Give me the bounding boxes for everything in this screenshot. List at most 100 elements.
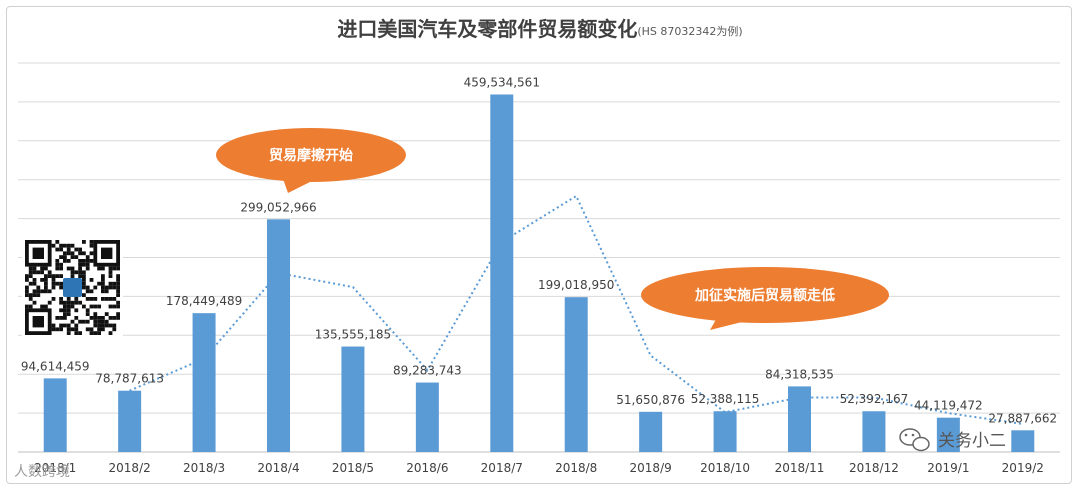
qr-module (66, 331, 71, 335)
callout-bubble (216, 128, 406, 182)
qr-module (85, 297, 90, 301)
qr-module (78, 270, 82, 275)
qr-module (66, 251, 71, 256)
qr-module (97, 323, 101, 328)
qr-module (51, 274, 56, 278)
data-label-2019/2: 27,887,662 (988, 411, 1057, 425)
x-tick-2018/12: 2018/12 (849, 461, 899, 475)
qr-module (101, 266, 105, 271)
qr-module (32, 270, 37, 275)
wechat-watermark: 关务小二 (899, 428, 1006, 452)
qr-module (116, 285, 120, 290)
qr-module (51, 323, 56, 328)
qr-module (44, 304, 48, 309)
qr-module (93, 312, 98, 316)
qr-module (59, 316, 63, 320)
bar-2018/7 (490, 94, 514, 452)
qr-finder-core (101, 247, 113, 259)
qr-module (108, 270, 113, 275)
qr-module (108, 304, 113, 309)
qr-module (59, 285, 63, 290)
qr-module (97, 327, 101, 332)
qr-module (85, 255, 90, 259)
qr-module (63, 300, 67, 305)
qr-module (74, 255, 79, 259)
qr-module (116, 312, 120, 316)
qr-module (112, 285, 117, 290)
x-tick-2018/5: 2018/5 (332, 461, 374, 475)
qr-module (70, 300, 75, 305)
qr-module (36, 270, 41, 275)
qr-module (89, 251, 94, 256)
qr-module (28, 270, 33, 275)
qr-module (51, 278, 56, 282)
data-label-2019/1: 44,119,472 (914, 399, 983, 413)
qr-module (101, 297, 105, 301)
qr-module (32, 289, 37, 294)
qr-module (104, 285, 109, 290)
qr-module (82, 304, 86, 309)
callout-text: 加征实施后贸易额走低 (694, 287, 835, 304)
qr-module (93, 297, 98, 301)
qr-module (36, 293, 41, 297)
qr-module (89, 240, 94, 244)
qr-module (51, 297, 56, 301)
data-label-2018/1: 94,614,459 (21, 359, 90, 373)
qr-module (40, 289, 44, 294)
qr-module (59, 274, 63, 278)
qr-module (66, 259, 71, 263)
x-tick-2018/7: 2018/7 (481, 461, 523, 475)
qr-module (66, 323, 71, 328)
bar-2018/11 (788, 386, 811, 452)
bar-2018/12 (862, 411, 886, 452)
qr-module (63, 251, 67, 256)
qr-module (85, 289, 90, 294)
qr-module (93, 323, 98, 328)
qr-module (66, 300, 71, 305)
watermark-left-text: 人数跨境 (14, 464, 70, 480)
qr-module (25, 304, 29, 309)
qr-module (108, 285, 113, 290)
qr-module (59, 281, 63, 286)
data-label-2018/8: 199,018,950 (538, 278, 614, 292)
qr-module (55, 266, 60, 271)
qr-module (40, 304, 44, 309)
qr-module (74, 270, 79, 275)
qr-module (51, 281, 56, 286)
qr-module (59, 297, 63, 301)
qr-module (89, 331, 94, 335)
qr-module (78, 259, 82, 263)
qr-module (59, 255, 63, 259)
qr-module (40, 270, 44, 275)
x-tick-2019/2: 2019/2 (1002, 461, 1044, 475)
qr-module (89, 316, 94, 320)
qr-module (78, 247, 82, 252)
qr-module (63, 243, 67, 248)
qr-module (47, 270, 52, 275)
qr-module (47, 274, 52, 278)
qr-module (108, 274, 113, 278)
qr-module (78, 300, 82, 305)
qr-module (82, 270, 86, 275)
qr-module (74, 247, 79, 252)
qr-module (59, 323, 63, 328)
qr-module (85, 312, 90, 316)
qr-module (97, 316, 101, 320)
bar-2018/2 (118, 390, 142, 452)
qr-module (89, 243, 94, 248)
qr-module (108, 323, 113, 328)
bar-2018/3 (192, 313, 216, 452)
callout-2: 加征实施后贸易额走低 (641, 267, 889, 330)
qr-module (70, 270, 75, 275)
qr-module (32, 293, 37, 297)
qr-module (116, 266, 120, 271)
data-label-2018/5: 135,555,185 (315, 328, 391, 342)
qr-module (28, 304, 33, 309)
qr-module (112, 266, 117, 271)
qr-module (28, 266, 33, 271)
qr-module (70, 251, 75, 256)
x-tick-2018/6: 2018/6 (406, 461, 448, 475)
x-axis-tick-labels: 2018/1 2018/2 2018/3 2018/4 2018/5 2018/6 2018… (34, 461, 1044, 475)
qr-module (82, 274, 86, 278)
qr-module (112, 323, 117, 328)
